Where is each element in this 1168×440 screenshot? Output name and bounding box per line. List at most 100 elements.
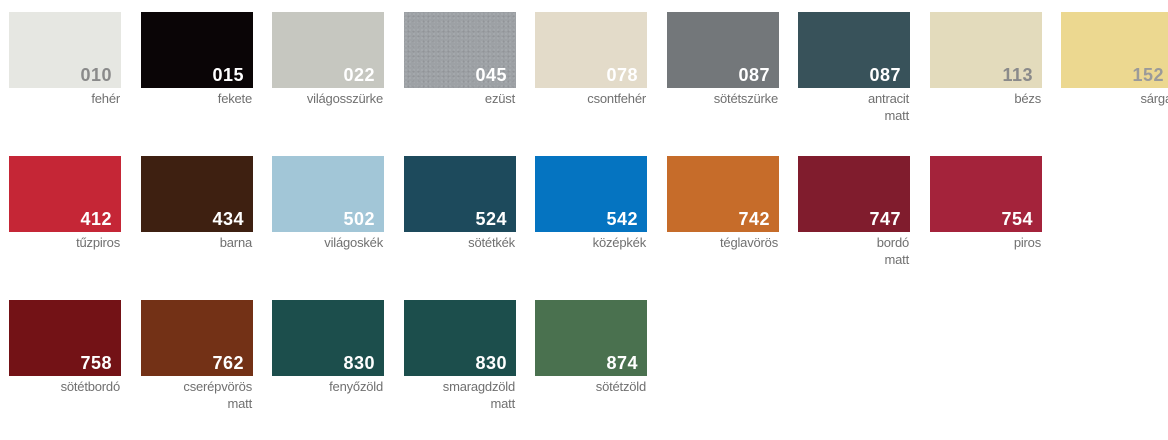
color-swatch-chart: 010 fehér 015 fekete 022 világosszürke 045 ezüs… [9, 12, 1168, 412]
color-name-label: bézs [930, 90, 1042, 107]
color-name: fenyőzöld [329, 379, 383, 394]
swatch-chip: 412 [9, 156, 121, 232]
finish-label: matt [227, 396, 253, 411]
color-code: 045 [475, 65, 507, 85]
color-name: tűzpiros [76, 235, 120, 250]
swatch-chip: 087 [667, 12, 779, 88]
color-swatch[interactable]: 022 világosszürke [272, 12, 384, 107]
color-name: középkék [592, 235, 647, 250]
color-name: sötétzöld [595, 379, 646, 394]
swatch-chip: 015 [141, 12, 253, 88]
color-name-label: bordó matt [798, 234, 910, 268]
color-code: 524 [475, 209, 507, 229]
color-name-label: tűzpiros [9, 234, 121, 251]
color-swatch[interactable]: 830 fenyőzöld [272, 300, 384, 395]
color-name-label: ezüst [404, 90, 516, 107]
color-code: 087 [869, 65, 901, 85]
color-swatch[interactable]: 152 sárga [1061, 12, 1168, 107]
color-name: fekete [217, 91, 252, 106]
color-name-label: sárga [1061, 90, 1168, 107]
color-name: bézs [1014, 91, 1041, 106]
color-swatch[interactable]: 087 sötétszürke [667, 12, 779, 107]
color-name: barna [219, 235, 252, 250]
swatch-chip: 434 [141, 156, 253, 232]
swatch-chip: 502 [272, 156, 384, 232]
color-swatch[interactable]: 412 tűzpiros [9, 156, 121, 251]
color-swatch[interactable]: 762 cserépvörös matt [141, 300, 253, 412]
color-code: 412 [80, 209, 112, 229]
color-code: 747 [869, 209, 901, 229]
color-name: ezüst [484, 91, 515, 106]
swatch-chip: 087 [798, 12, 910, 88]
color-code: 015 [212, 65, 244, 85]
color-name-label: sötétkék [404, 234, 516, 251]
color-name: sötétbordó [60, 379, 121, 394]
color-swatch[interactable]: 524 sötétkék [404, 156, 516, 251]
color-code: 830 [343, 353, 375, 373]
color-swatch[interactable]: 078 csontfehér [535, 12, 647, 107]
color-name-label: sötétbordó [9, 378, 121, 395]
color-name: világosszürke [306, 91, 383, 106]
swatch-chip: 830 [272, 300, 384, 376]
color-name: sötétszürke [713, 91, 778, 106]
color-code: 152 [1132, 65, 1164, 85]
color-code: 502 [343, 209, 375, 229]
color-swatch[interactable]: 015 fekete [141, 12, 253, 107]
swatch-chip: 830 [404, 300, 516, 376]
color-name: bordó [876, 235, 909, 250]
color-swatch[interactable]: 542 középkék [535, 156, 647, 251]
swatch-chip: 010 [9, 12, 121, 88]
color-name: sötétkék [468, 235, 515, 250]
color-name: fehér [91, 91, 120, 106]
color-name-label: barna [141, 234, 253, 251]
color-swatch[interactable]: 874 sötétzöld [535, 300, 647, 395]
color-name-label: csontfehér [535, 90, 647, 107]
color-swatch[interactable]: 113 bézs [930, 12, 1042, 107]
swatch-chip: 762 [141, 300, 253, 376]
swatch-chip: 747 [798, 156, 910, 232]
color-name: sárga [1140, 91, 1168, 106]
swatch-chip: 045 [404, 12, 516, 88]
swatch-chip: 542 [535, 156, 647, 232]
swatch-chip: 022 [272, 12, 384, 88]
color-name-label: fenyőzöld [272, 378, 384, 395]
color-swatch[interactable]: 045 ezüst [404, 12, 516, 107]
color-swatch[interactable]: 502 világoskék [272, 156, 384, 251]
color-code: 010 [80, 65, 112, 85]
color-code: 542 [606, 209, 638, 229]
color-code: 113 [1002, 65, 1033, 85]
color-swatch[interactable]: 087 antracit matt [798, 12, 910, 124]
swatch-chip: 113 [930, 12, 1042, 88]
color-name: piros [1013, 235, 1041, 250]
color-name: cserépvörös [183, 379, 252, 394]
color-name-label: fehér [9, 90, 121, 107]
color-name: világoskék [324, 235, 383, 250]
color-swatch[interactable]: 754 piros [930, 156, 1042, 251]
color-swatch[interactable]: 758 sötétbordó [9, 300, 121, 395]
color-code: 762 [212, 353, 244, 373]
color-name-label: sötétszürke [667, 90, 779, 107]
swatch-chip: 874 [535, 300, 647, 376]
color-name-label: sötétzöld [535, 378, 647, 395]
color-swatch[interactable]: 742 téglavörös [667, 156, 779, 251]
swatch-chip: 152 [1061, 12, 1168, 88]
swatch-chip: 754 [930, 156, 1042, 232]
color-name-label: smaragdzöld matt [404, 378, 516, 412]
color-name: csontfehér [587, 91, 646, 106]
color-name-label: antracit matt [798, 90, 910, 124]
color-name-label: fekete [141, 90, 253, 107]
color-swatch[interactable]: 830 smaragdzöld matt [404, 300, 516, 412]
color-name-label: piros [930, 234, 1042, 251]
color-name-label: világoskék [272, 234, 384, 251]
color-code: 874 [606, 353, 638, 373]
color-swatch[interactable]: 010 fehér [9, 12, 121, 107]
color-name: téglavörös [720, 235, 778, 250]
color-name-label: téglavörös [667, 234, 779, 251]
color-name-label: világosszürke [272, 90, 384, 107]
color-swatch[interactable]: 434 barna [141, 156, 253, 251]
color-code: 434 [212, 209, 244, 229]
finish-label: matt [884, 252, 910, 267]
color-swatch[interactable]: 747 bordó matt [798, 156, 910, 268]
swatch-chip: 742 [667, 156, 779, 232]
color-code: 087 [738, 65, 770, 85]
